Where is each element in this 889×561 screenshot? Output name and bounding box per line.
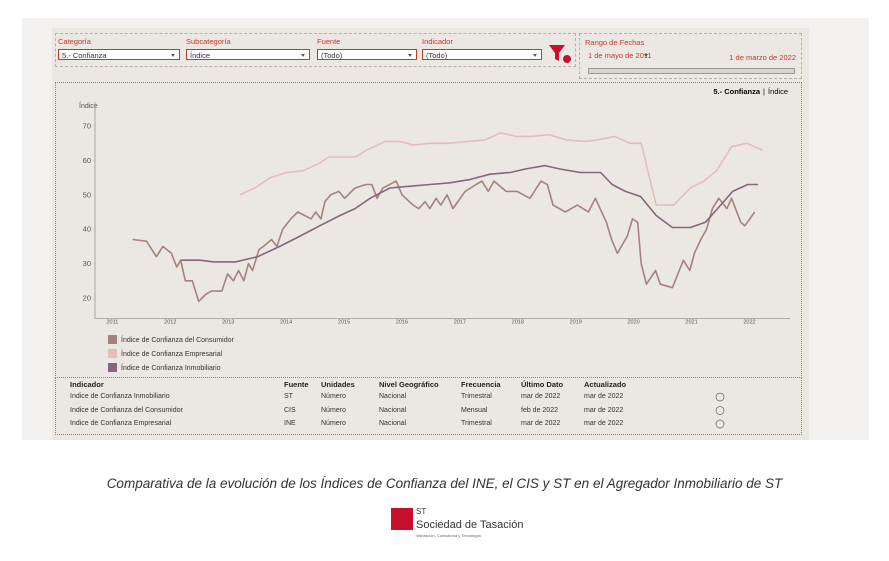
- date-slider[interactable]: [588, 68, 795, 74]
- legend-swatch: [108, 363, 117, 372]
- table-header: Actualizado: [584, 380, 627, 389]
- table-cell: Número: [321, 393, 346, 400]
- table-box: [55, 377, 802, 435]
- y-axis-label: Índice: [79, 101, 98, 110]
- dashboard: [52, 28, 809, 440]
- table-cell: Nacional: [379, 406, 407, 414]
- table-cell: Número: [321, 406, 346, 414]
- table-cell: feb de 2022: [521, 406, 558, 414]
- legend-label: Índice de Confianza Inmobiliario: [121, 363, 221, 372]
- logo-name: Sociedad de Tasación: [416, 519, 524, 531]
- table-cell: ST: [284, 393, 293, 400]
- table-header: Nivel Geográfico: [379, 380, 439, 389]
- y-tick-label: 70: [83, 122, 91, 131]
- info-icon: [715, 406, 725, 415]
- y-tick-label: 40: [83, 225, 91, 234]
- x-tick-label: 2019: [570, 320, 582, 326]
- table-header: Frecuencia: [461, 380, 501, 389]
- chart-title-main: 5.- Confianza: [713, 87, 760, 96]
- x-tick-label: 2021: [685, 320, 697, 326]
- x-tick-label: 2017: [454, 320, 466, 326]
- x-tick-label: 2022: [743, 320, 755, 326]
- date-start[interactable]: 1 de mayo de 2011: [585, 50, 652, 61]
- table-cell: Nacional: [379, 393, 407, 400]
- x-tick-label: 2020: [628, 320, 640, 326]
- series-line: [180, 164, 759, 263]
- table-header: Indicador: [70, 380, 104, 389]
- table-cell: mar de 2022: [521, 420, 561, 427]
- legend-label: Índice de Confianza Empresarial: [121, 349, 223, 358]
- table-header: Fuente: [284, 380, 309, 389]
- info-icon: [715, 419, 725, 429]
- x-tick-label: 2012: [164, 320, 176, 326]
- table-cell: Indice de Confianza del Consumidor: [70, 406, 183, 414]
- separator: |: [763, 87, 765, 96]
- filter-label: Subcategoría: [186, 37, 231, 46]
- x-tick-label: 2013: [222, 320, 234, 326]
- y-tick-label: 60: [83, 156, 91, 165]
- table-cell: mar de 2022: [584, 420, 624, 427]
- table-cell: Indice de Confianza Inmobiliario: [70, 393, 170, 400]
- x-tick-label: 2015: [338, 320, 350, 326]
- legend-label: Índice de Confianza del Consumidor: [121, 335, 235, 344]
- filter-label: Categoría: [58, 37, 91, 46]
- chart-subtitle: Índice: [768, 87, 788, 96]
- x-tick-label: 2011: [106, 320, 118, 326]
- series-line: [239, 132, 764, 206]
- table-header: Último Dato: [521, 380, 564, 389]
- table-cell: INE: [284, 420, 296, 427]
- logo-mark: ST: [416, 507, 427, 516]
- filter-select[interactable]: Índice: [186, 49, 310, 60]
- table-cell: CIS: [284, 406, 296, 414]
- table-cell: mar de 2022: [521, 393, 561, 400]
- date-range: Rango de Fechas 1 de mayo de 2011 1 de m…: [579, 33, 802, 79]
- table-cell: Trimestral: [461, 393, 492, 400]
- info-icon: [715, 392, 725, 402]
- table-cell: Mensual: [461, 406, 488, 414]
- table-cell: mar de 2022: [584, 393, 624, 400]
- table-cell: Trimestral: [461, 420, 492, 427]
- y-tick-label: 30: [83, 259, 91, 268]
- x-tick-label: 2016: [396, 320, 408, 326]
- date-end[interactable]: 1 de marzo de 2022: [729, 53, 796, 62]
- filter-icon[interactable]: [549, 45, 565, 61]
- filter-select[interactable]: (Todo): [422, 49, 542, 60]
- filter-label: Indicador: [422, 37, 453, 46]
- logo-icon: [391, 508, 413, 530]
- clear-filter[interactable]: [563, 55, 571, 63]
- y-tick-label: 20: [83, 293, 91, 302]
- filter-select[interactable]: 5.- Confianza: [58, 49, 180, 60]
- filter-select[interactable]: (Todo): [317, 49, 417, 60]
- table-cell: mar de 2022: [584, 406, 624, 414]
- x-tick-label: 2018: [512, 320, 524, 326]
- table-cell: Indice de Confianza Empresarial: [70, 420, 172, 427]
- table-cell: Nacional: [379, 420, 407, 427]
- filter-label: Fuente: [317, 37, 341, 46]
- series-line: [132, 180, 756, 303]
- legend-swatch: [108, 349, 117, 358]
- logo-tagline: Valoración, Consultoría y Tecnología: [416, 533, 481, 538]
- table-cell: Número: [321, 420, 346, 427]
- y-tick-label: 50: [83, 190, 91, 199]
- chart-title: 5.- Confianza | Índice: [713, 87, 788, 96]
- x-tick-label: 2014: [280, 320, 292, 326]
- legend-swatch: [108, 335, 117, 344]
- filter-bar: [55, 33, 576, 67]
- date-range-label: Rango de Fechas: [585, 38, 645, 47]
- table-header: Unidades: [321, 380, 355, 389]
- caption: Comparativa de la evolución de los Índic…: [106, 476, 783, 491]
